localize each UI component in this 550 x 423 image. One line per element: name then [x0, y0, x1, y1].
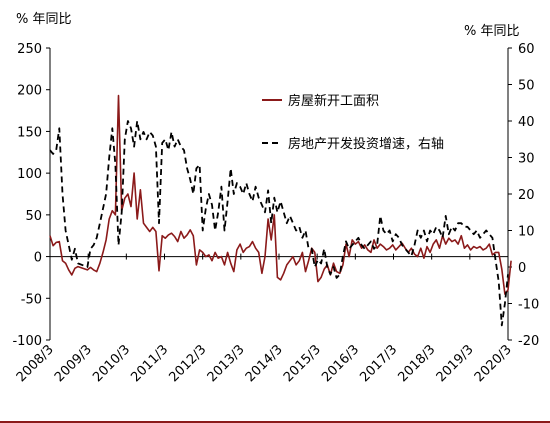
right-tick-label: 30 — [518, 152, 535, 167]
left-tick-label: -100 — [12, 334, 42, 349]
left-tick-label: 250 — [17, 42, 42, 57]
legend: 房屋新开工面积 房地产开发投资增速，右轴 — [262, 93, 444, 152]
x-tick-label: 2019/3 — [434, 342, 477, 385]
left-y-ticks: -100 -50 0 50 100 150 200 250 — [12, 42, 50, 349]
legend-label-series-2: 房地产开发投资增速，右轴 — [288, 136, 444, 152]
legend-label-series-1: 房屋新开工面积 — [288, 93, 379, 109]
series-group — [49, 94, 512, 327]
x-tick-label: 2012/3 — [167, 342, 210, 385]
right-tick-label: 40 — [518, 115, 535, 130]
x-tick-label: 2020/3 — [472, 342, 515, 385]
series-line-2 — [49, 120, 509, 327]
right-tick-label: 10 — [518, 225, 535, 240]
left-tick-label: 100 — [17, 167, 42, 182]
x-tick-label: 2014/3 — [243, 342, 286, 385]
x-tick-label: 2013/3 — [205, 342, 248, 385]
x-ticks: 2008/32009/32010/32011/32012/32013/32014… — [14, 253, 515, 385]
right-tick-label: 20 — [518, 188, 535, 203]
right-tick-label: 60 — [518, 42, 535, 57]
x-tick-label: 2016/3 — [319, 342, 362, 385]
x-tick-label: 2017/3 — [357, 342, 400, 385]
right-tick-label: 0 — [518, 261, 526, 276]
left-tick-label: 50 — [25, 209, 42, 224]
right-tick-label: -10 — [518, 298, 539, 313]
left-axis-unit: % 年同比 — [16, 12, 72, 27]
right-tick-label: -20 — [518, 334, 539, 349]
right-tick-label: 50 — [518, 79, 535, 94]
x-tick-label: 2010/3 — [90, 342, 133, 385]
left-tick-label: 200 — [17, 84, 42, 99]
left-tick-label: 0 — [34, 251, 42, 266]
right-y-ticks: -20 -10 0 10 20 30 40 50 60 — [508, 42, 539, 349]
x-tick-label: 2018/3 — [396, 342, 439, 385]
left-tick-label: 150 — [17, 125, 42, 140]
right-axis-unit: % 年同比 — [464, 24, 520, 39]
left-tick-label: -50 — [21, 292, 42, 307]
x-tick-label: 2011/3 — [128, 342, 171, 385]
x-tick-label: 2009/3 — [52, 342, 95, 385]
series-line-1 — [49, 94, 512, 295]
x-tick-label: 2015/3 — [281, 342, 324, 385]
